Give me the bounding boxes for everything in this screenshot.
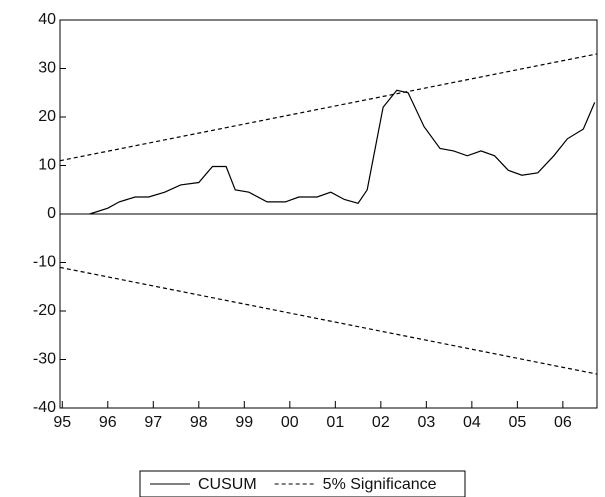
- series-line: [59, 266, 598, 375]
- x-tick-label: 01: [326, 414, 344, 431]
- x-tick-label: 95: [53, 414, 71, 431]
- legend-box: [139, 470, 466, 497]
- series-line: [59, 53, 598, 162]
- y-tick-label: -10: [33, 254, 56, 271]
- x-tick-label: 02: [372, 414, 390, 431]
- y-tick-label: 0: [47, 205, 56, 222]
- y-tick-label: 40: [38, 11, 56, 28]
- x-tick-label: 06: [554, 414, 572, 431]
- x-tick-label: 03: [417, 414, 435, 431]
- series-line: [89, 89, 596, 215]
- x-tick-label: 96: [99, 414, 117, 431]
- x-tick-label: 00: [281, 414, 299, 431]
- legend-label: CUSUM: [198, 476, 257, 493]
- y-tick-label: -30: [33, 351, 56, 368]
- y-tick-label: -20: [33, 302, 56, 319]
- x-tick-label: 97: [144, 414, 162, 431]
- x-tick-label: 99: [235, 414, 253, 431]
- y-tick-label: -40: [33, 399, 56, 416]
- legend-label: 5% Significance: [323, 476, 437, 493]
- y-tick-label: 10: [38, 157, 56, 174]
- y-tick-label: 20: [38, 108, 56, 125]
- x-tick-label: 05: [508, 414, 526, 431]
- y-tick-label: 30: [38, 60, 56, 77]
- x-tick-label: 98: [190, 414, 208, 431]
- x-tick-label: 04: [463, 414, 481, 431]
